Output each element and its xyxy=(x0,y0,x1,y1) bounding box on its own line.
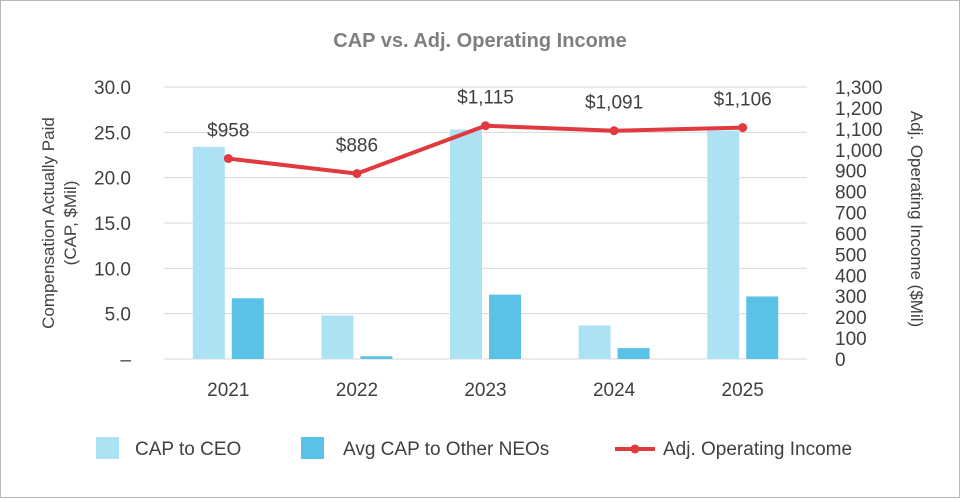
operating-income-data-label: $1,115 xyxy=(457,88,514,109)
y-right-tick-label: 0 xyxy=(835,350,846,371)
legend-swatch-avg-cap-neos xyxy=(301,437,324,459)
operating-income-data-label: $958 xyxy=(207,121,249,142)
bar-cap-to-ceo xyxy=(707,130,740,359)
gridlines xyxy=(164,86,807,360)
y-left-tick-label: 25.0 xyxy=(94,123,131,144)
y-left-tick-label: 30.0 xyxy=(94,78,131,99)
y-right-tick-label: 1,300 xyxy=(835,78,883,99)
x-tick-label: 2024 xyxy=(593,380,636,401)
y-left-tick-label: 20.0 xyxy=(94,169,131,190)
y-right-tick-label: 1,200 xyxy=(835,99,883,120)
bar-avg-cap-neos xyxy=(617,348,650,359)
bar-avg-cap-neos xyxy=(231,298,264,359)
bar-series xyxy=(192,129,779,359)
operating-income-data-label: $1,091 xyxy=(585,93,643,114)
y-right-tick-label: 200 xyxy=(835,308,867,329)
operating-income-point xyxy=(481,121,490,131)
y-right-tick-label: 300 xyxy=(835,287,867,308)
y-left-tick-label: 5.0 xyxy=(105,305,131,326)
y-left-axis-title-line2: (CAP, $Mil) xyxy=(61,181,80,266)
y-right-tick-label: 1,100 xyxy=(835,120,883,141)
legend-label-cap-to-ceo: CAP to CEO xyxy=(135,439,241,460)
x-tick-label: 2023 xyxy=(464,380,506,401)
operating-income-data-label: $886 xyxy=(336,136,378,157)
y-left-tick-label: 15.0 xyxy=(94,214,131,235)
legend-label-operating-income: Adj. Operating Income xyxy=(663,439,852,460)
legend-marker-operating-income xyxy=(630,444,640,454)
x-tick-label: 2021 xyxy=(207,380,249,401)
operating-income-data-label: $1,106 xyxy=(714,90,772,111)
x-tick-label: 2022 xyxy=(336,380,378,401)
operating-income-point xyxy=(738,123,748,133)
operating-income-point xyxy=(352,169,362,179)
y-right-axis-title: Adj. Operating Income ($Mil) xyxy=(907,111,926,327)
bar-avg-cap-neos xyxy=(746,296,779,359)
legend: CAP to CEO Avg CAP to Other NEOs Adj. Op… xyxy=(96,437,852,460)
y-left-tick-label: 10.0 xyxy=(94,259,131,280)
y-right-tick-label: 100 xyxy=(835,329,867,350)
x-tick-label: 2025 xyxy=(722,380,764,401)
y-left-tick-label: – xyxy=(120,350,131,371)
y-right-tick-label: 500 xyxy=(835,245,867,266)
y-right-tick-label: 400 xyxy=(835,266,867,287)
y-right-tick-label: 600 xyxy=(835,224,867,245)
line-series: $958 $886 $1,115 $1,091 $1,106 xyxy=(207,88,772,179)
y-left-axis-title-line1: Compensation Actually Paid xyxy=(39,117,58,329)
bar-cap-to-ceo xyxy=(450,129,482,359)
operating-income-point xyxy=(223,154,233,164)
y-right-tick-label: 800 xyxy=(835,183,867,204)
bar-cap-to-ceo xyxy=(578,325,611,359)
axes: – 5.0 10.0 15.0 20.0 25.0 30.0 0100200300400500… xyxy=(94,78,883,401)
chart-title: CAP vs. Adj. Operating Income xyxy=(333,30,626,52)
operating-income-line xyxy=(228,123,743,176)
bar-avg-cap-neos xyxy=(360,356,393,359)
y-right-tick-label: 700 xyxy=(835,204,867,225)
bar-cap-to-ceo xyxy=(192,146,225,359)
bar-avg-cap-neos xyxy=(489,294,521,359)
y-right-tick-label: 1,000 xyxy=(835,141,883,162)
y-right-tick-label: 900 xyxy=(835,162,867,183)
bar-cap-to-ceo xyxy=(321,315,354,359)
operating-income-point xyxy=(609,126,619,136)
legend-label-avg-cap-neos: Avg CAP to Other NEOs xyxy=(343,439,549,460)
legend-swatch-cap-to-ceo xyxy=(96,437,119,459)
